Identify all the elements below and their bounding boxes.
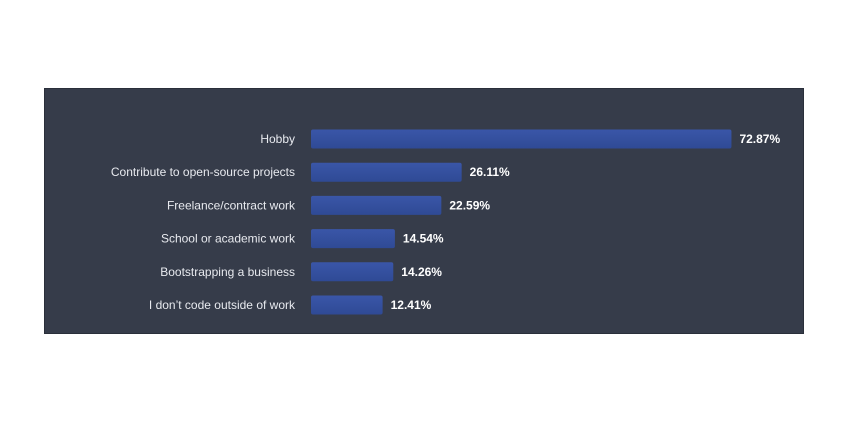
value-label: 14.54% [403, 232, 444, 246]
bar [311, 229, 395, 249]
value-label: 14.26% [401, 265, 442, 279]
category-label: Hobby [260, 132, 295, 146]
category-label: School or academic work [161, 232, 296, 246]
bar-chart: Hobby 72.87% Contribute to open-source pro… [111, 129, 780, 315]
category-label: Contribute to open-source projects [111, 165, 295, 179]
category-label: Freelance/contract work [167, 198, 296, 212]
bar-row: Hobby 72.87% [260, 129, 780, 149]
bar-row: School or academic work 14.54% [161, 229, 444, 249]
bar-row: Freelance/contract work 22.59% [167, 195, 490, 215]
value-label: 12.41% [391, 298, 432, 312]
bar-row: I don’t code outside of work 12.41% [149, 295, 432, 315]
value-label: 22.59% [449, 198, 490, 212]
bar [311, 262, 394, 282]
category-label: Bootstrapping a business [160, 265, 295, 279]
category-label: I don’t code outside of work [149, 298, 296, 312]
bar-row: Contribute to open-source projects 26.11% [111, 162, 510, 182]
bar-row: Bootstrapping a business 14.26% [160, 262, 442, 282]
chart-panel: Hobby 72.87% Contribute to open-source pro… [44, 88, 804, 334]
bars-layer: Hobby 72.87% Contribute to open-source pro… [111, 129, 780, 315]
bar [311, 129, 732, 149]
bar [311, 295, 383, 315]
value-label: 26.11% [470, 165, 510, 179]
value-label: 72.87% [739, 132, 780, 146]
bar [311, 195, 442, 215]
bar [311, 162, 462, 182]
